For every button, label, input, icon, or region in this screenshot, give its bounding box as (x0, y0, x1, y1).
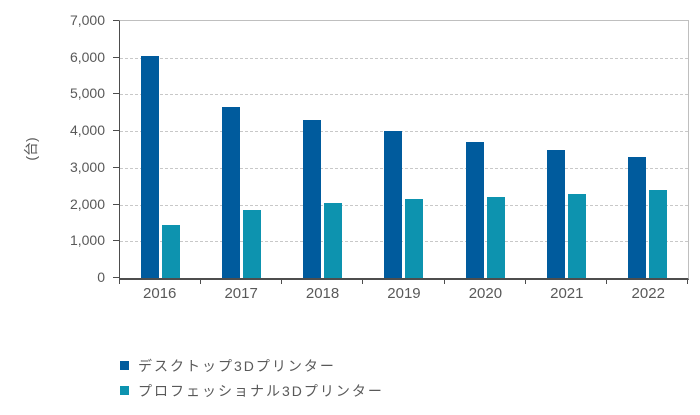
x-axis-tick (119, 279, 120, 284)
bar-group-2022 (607, 21, 688, 278)
legend-item: デスクトップ3Dプリンター (120, 357, 384, 374)
x-axis-tick (524, 279, 526, 284)
y-axis-tick (113, 166, 119, 168)
x-axis-labels: 2016 2017 2018 2019 2020 2021 2022 (119, 285, 689, 302)
x-axis-tick (362, 279, 364, 284)
gridline (120, 204, 688, 206)
bar-group-2020 (445, 21, 526, 278)
bar (567, 193, 586, 278)
legend-label: プロフェッショナル3Dプリンター (138, 382, 384, 399)
x-axis-tick-label: 2016 (143, 285, 177, 302)
y-axis-tick-label: 6,000 (69, 48, 105, 65)
y-axis-tick-label: 3,000 (69, 158, 105, 175)
x-axis-tick (281, 279, 283, 284)
bar-group-2021 (526, 21, 607, 278)
x-axis-tick (443, 279, 445, 284)
bar (627, 156, 646, 278)
legend-label: デスクトップ3Dプリンター (138, 357, 336, 374)
bar-group-2016 (120, 21, 201, 278)
legend-item: プロフェッショナル3Dプリンター (120, 382, 384, 399)
y-axis-tick-label: 1,000 (69, 232, 105, 249)
bars-container (120, 21, 688, 278)
gridline (120, 57, 688, 59)
y-axis-tick (113, 240, 119, 242)
bar (141, 55, 160, 278)
bar (303, 120, 322, 278)
bar (405, 199, 424, 278)
bar (162, 224, 181, 278)
bar-group-2017 (201, 21, 282, 278)
bar (648, 189, 667, 278)
legend-swatch-icon (120, 386, 129, 395)
x-axis-tick-label: 2020 (468, 285, 503, 302)
y-axis-tick-label: 5,000 (69, 85, 105, 102)
x-axis-tick-label: 2017 (224, 285, 258, 302)
x-axis-tick-label: 2022 (631, 285, 665, 302)
y-axis-tick-label: 2,000 (69, 195, 105, 212)
legend-swatch-icon (120, 361, 129, 370)
bar (465, 142, 484, 278)
y-axis-tick-label: 0 (97, 269, 105, 285)
plot-area (119, 20, 689, 280)
bar (384, 131, 403, 278)
x-axis-tick-label: 2018 (305, 285, 340, 302)
y-axis-tick (113, 20, 119, 21)
x-axis-tick (687, 279, 688, 284)
bar (222, 107, 241, 278)
y-axis-tick (113, 130, 119, 132)
gridline (120, 94, 688, 96)
y-axis-tick (113, 277, 119, 278)
y-axis-tick-label: 4,000 (69, 122, 105, 139)
bar (243, 210, 262, 278)
bar (324, 202, 343, 278)
legend: デスクトップ3Dプリンタープロフェッショナル3Dプリンター (120, 357, 384, 407)
bar (486, 197, 505, 278)
bar-group-2019 (363, 21, 444, 278)
x-axis-tick-label: 2021 (550, 285, 584, 302)
y-axis-tick (113, 93, 119, 95)
x-axis-tick-label: 2019 (387, 285, 421, 302)
x-axis-tick (605, 279, 607, 284)
bar-group-2018 (282, 21, 363, 278)
y-axis-tick-label: 7,000 (69, 12, 105, 28)
gridline (120, 167, 688, 169)
gridline (120, 241, 688, 243)
bar (546, 149, 565, 278)
x-axis-tick (200, 279, 202, 284)
y-axis-labels: 0 1,000 2,000 3,000 4,000 5,000 6,000 7,000 (0, 12, 105, 285)
y-axis-tick (113, 56, 119, 58)
y-axis-tick (113, 203, 119, 205)
gridline (120, 131, 688, 133)
